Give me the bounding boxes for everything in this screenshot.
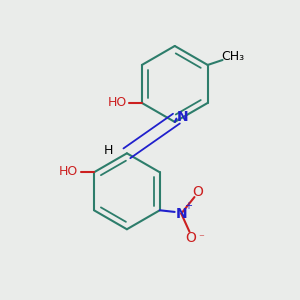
Text: CH₃: CH₃	[221, 50, 244, 63]
Text: N: N	[176, 207, 187, 220]
Text: HO: HO	[58, 165, 78, 178]
Text: O: O	[186, 231, 196, 245]
Text: O: O	[192, 185, 203, 199]
Text: ⁻: ⁻	[198, 233, 204, 243]
Text: HO: HO	[107, 96, 127, 109]
Text: +: +	[184, 201, 193, 211]
Text: H: H	[104, 143, 113, 157]
Text: N: N	[177, 110, 188, 124]
